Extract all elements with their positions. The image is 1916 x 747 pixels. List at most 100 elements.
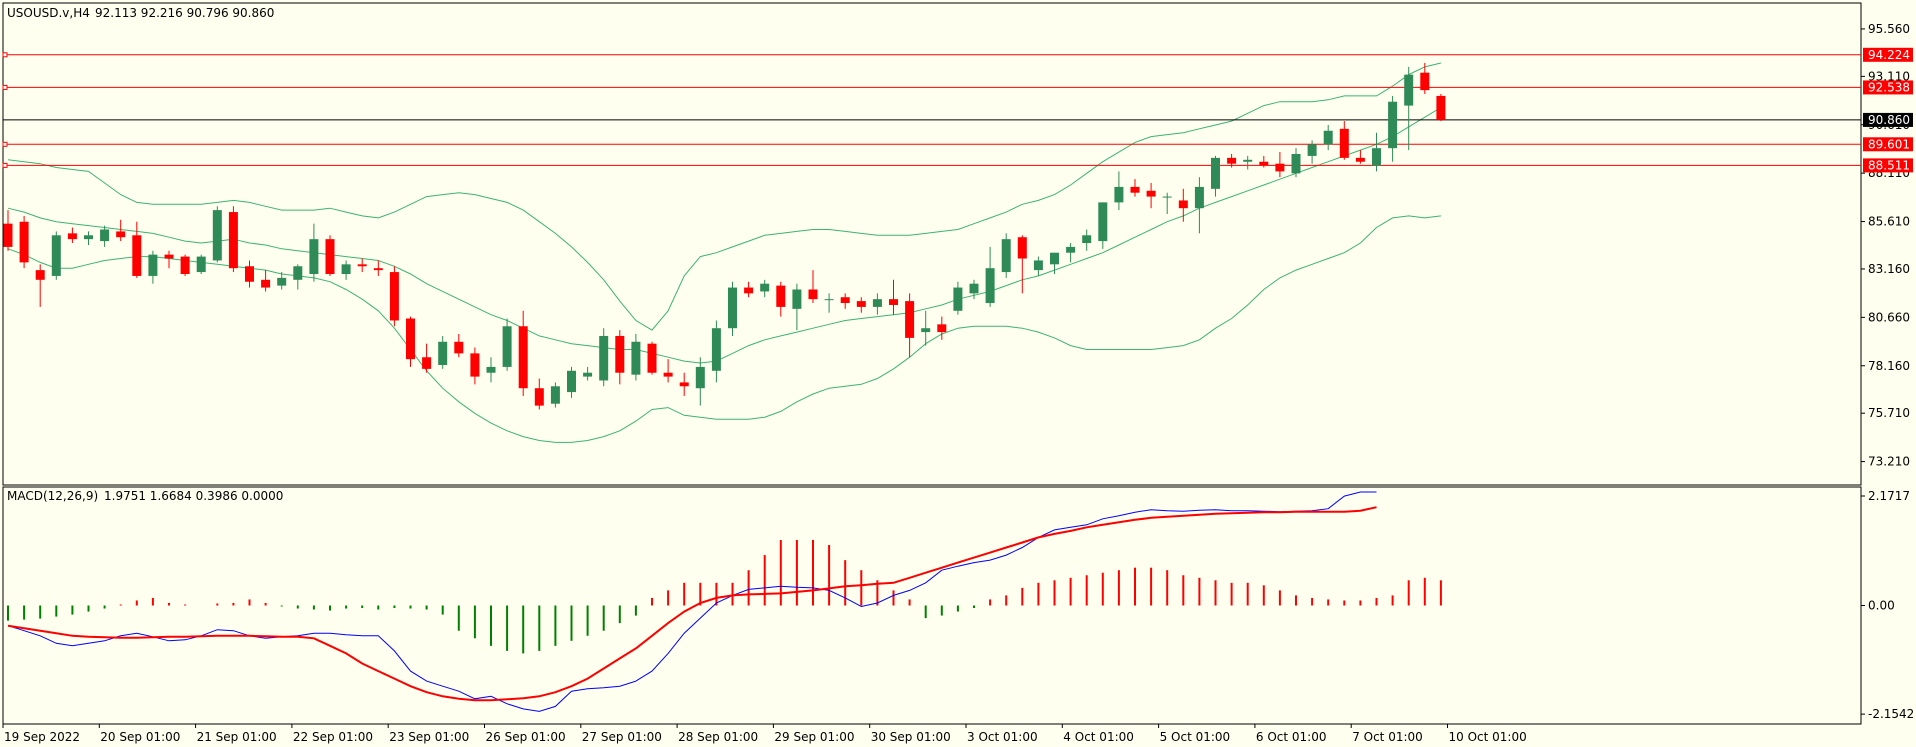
price-tick-label: 85.610	[1868, 215, 1910, 229]
bearish-candle	[1146, 190, 1156, 197]
bearish-candle	[325, 239, 335, 275]
time-tick-label: 26 Sep 01:00	[486, 730, 566, 744]
bearish-candle	[776, 285, 786, 307]
bullish-candle	[1001, 239, 1011, 273]
time-tick-label: 5 Oct 01:00	[1160, 730, 1231, 744]
level-anchor-handle[interactable]	[2, 52, 8, 58]
level-price-tag	[1863, 137, 1913, 152]
bullish-candle	[84, 235, 93, 240]
bullish-candle	[969, 283, 979, 294]
time-tick-label: 30 Sep 01:00	[871, 730, 951, 744]
bullish-candle	[1307, 144, 1317, 156]
bearish-candle	[615, 335, 625, 373]
bearish-candle	[744, 287, 754, 294]
bullish-candle	[872, 299, 882, 307]
ohlc-values: 92.113 92.216 90.796 90.860	[95, 6, 274, 20]
bullish-candle	[1066, 246, 1076, 253]
bullish-candle	[1211, 157, 1220, 189]
bearish-candle	[808, 289, 818, 300]
bearish-candle	[856, 301, 866, 307]
bullish-candle	[985, 268, 995, 304]
bearish-candle	[389, 272, 399, 321]
bollinger-upper-line	[7, 62, 1442, 331]
bearish-candle	[1275, 163, 1285, 172]
bullish-candle	[583, 372, 593, 377]
macd-signal-line	[7, 506, 1377, 702]
candlestick-series	[3, 63, 1446, 410]
bullish-candle	[1323, 130, 1333, 145]
level-price-tag	[1863, 47, 1913, 62]
bullish-candle	[728, 287, 737, 329]
bullish-candle	[1372, 148, 1381, 166]
level-anchor-handle[interactable]	[2, 84, 8, 90]
macd-tick-label: -2.1542	[1868, 707, 1914, 721]
bearish-candle	[1227, 157, 1237, 164]
time-tick-label: 22 Sep 01:00	[293, 730, 373, 744]
bullish-candle	[148, 254, 158, 276]
bearish-candle	[261, 279, 271, 288]
bearish-candle	[228, 212, 238, 269]
price-tick-label: 75.710	[1868, 406, 1910, 420]
macd-main-line	[7, 491, 1377, 712]
bullish-candle	[1388, 101, 1398, 149]
bullish-candle	[1243, 159, 1253, 162]
bearish-candle	[132, 235, 142, 276]
bullish-candle	[599, 335, 609, 381]
time-tick-label: 28 Sep 01:00	[678, 730, 758, 744]
bearish-candle	[1420, 72, 1430, 91]
bullish-candle	[1082, 235, 1092, 244]
macd-lines	[7, 491, 1377, 712]
bullish-candle	[1050, 252, 1059, 265]
macd-tick-label: 2.1717	[1868, 489, 1910, 503]
bearish-candle	[19, 221, 29, 263]
bearish-candle	[357, 264, 367, 267]
horizontal-levels[interactable]	[2, 52, 1861, 168]
time-tick-label: 10 Oct 01:00	[1449, 730, 1527, 744]
bullish-candle	[196, 256, 206, 273]
macd-indicator-label: MACD(12,26,9)	[7, 489, 98, 503]
bullish-candle	[695, 366, 705, 389]
bullish-candle	[1098, 202, 1108, 242]
bullish-candle	[277, 277, 287, 286]
bearish-candle	[1436, 95, 1446, 120]
bearish-candle	[1017, 237, 1027, 259]
level-price-label: 94.224	[1868, 48, 1910, 62]
bullish-candle	[502, 326, 512, 367]
bullish-candle	[486, 366, 496, 373]
macd-tick-label: 0.00	[1868, 599, 1895, 613]
bearish-candle	[1130, 186, 1140, 193]
bearish-candle	[454, 341, 464, 354]
bearish-candle	[116, 231, 126, 238]
price-tick-label: 93.110	[1868, 69, 1910, 83]
bearish-candle	[470, 353, 480, 377]
price-tick-label: 78.160	[1868, 359, 1910, 373]
level-anchor-handle[interactable]	[2, 141, 8, 147]
bearish-candle	[647, 343, 657, 373]
bullish-candle	[760, 283, 770, 292]
bearish-candle	[180, 256, 190, 275]
price-panel-border	[2, 2, 1862, 486]
time-tick-label: 21 Sep 01:00	[197, 730, 277, 744]
time-tick-label: 27 Sep 01:00	[582, 730, 662, 744]
bearish-candle	[679, 382, 689, 387]
bullish-candle	[1291, 153, 1301, 174]
bearish-candle	[373, 268, 383, 271]
bearish-candle	[406, 318, 415, 360]
bullish-candle	[953, 287, 963, 311]
level-anchor-handle[interactable]	[2, 162, 8, 168]
symbol-label: USOUSD.v,H4	[7, 6, 90, 20]
bullish-candle	[309, 239, 319, 275]
bearish-candle	[889, 299, 898, 305]
bullish-candle	[711, 328, 721, 371]
bullish-candle	[1114, 186, 1124, 203]
level-price-label: 89.601	[1868, 137, 1910, 151]
bearish-candle	[518, 326, 528, 389]
bullish-candle	[1162, 196, 1172, 198]
bullish-candle	[341, 264, 351, 275]
macd-histogram	[7, 539, 1442, 654]
price-panel[interactable]: USOUSD.v,H4 92.113 92.216 90.796 90.860	[2, 2, 1862, 486]
bullish-candle	[212, 210, 222, 261]
bullish-candle	[921, 328, 931, 333]
bearish-candle	[67, 233, 77, 240]
